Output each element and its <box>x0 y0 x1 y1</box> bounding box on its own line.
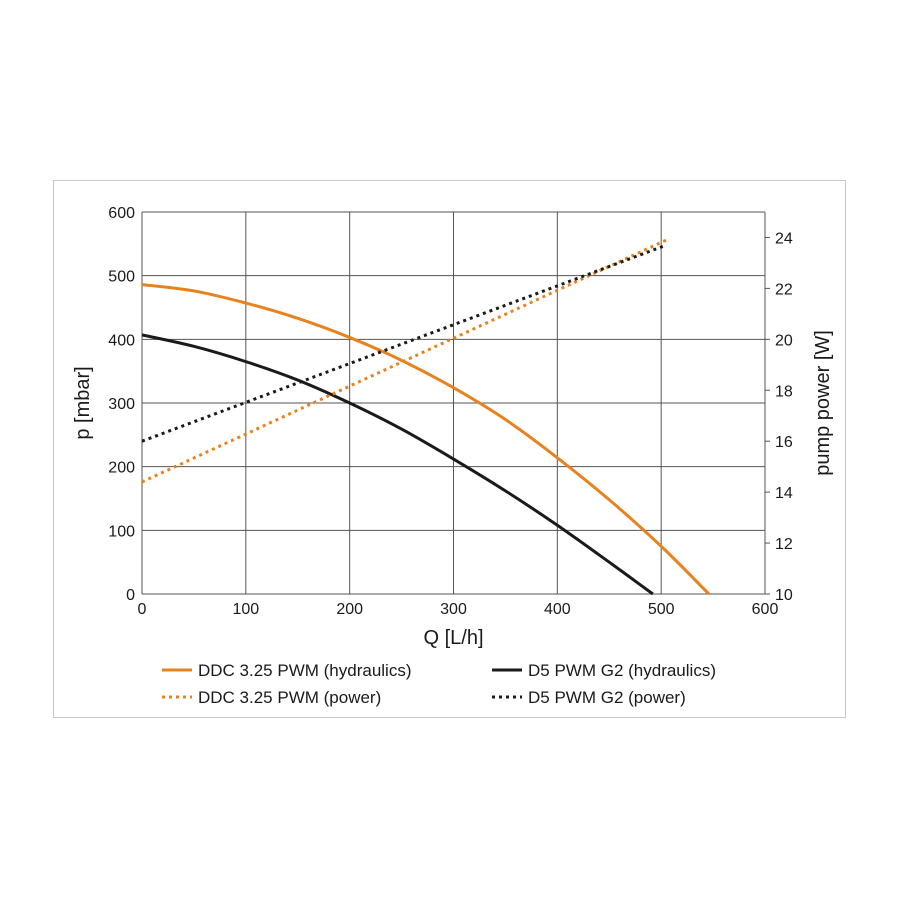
y-left-tick-label: 300 <box>108 396 135 413</box>
y-left-tick-label: 200 <box>108 460 135 477</box>
series-line-d5-pwm-g2-hydraulics <box>141 333 654 596</box>
legend: DDC 3.25 PWM (hydraulics) D5 PWM G2 (hyd… <box>162 661 716 707</box>
y-left-tick-label: 600 <box>108 205 135 222</box>
x-tick-label: 0 <box>138 601 147 618</box>
y-left-tick-label: 100 <box>108 523 135 540</box>
series-layer <box>141 238 710 596</box>
x-tick-label: 300 <box>440 601 467 618</box>
y-right-tick-label: 20 <box>775 332 793 349</box>
tick-labels: 0 100 200 300 400 500 600010020030040050060010… <box>108 205 793 618</box>
legend-label: D5 PWM G2 (hydraulics) <box>528 661 716 680</box>
grid <box>141 211 770 595</box>
y-right-tick-label: 22 <box>775 281 793 298</box>
y-right-tick-label: 14 <box>775 485 793 502</box>
x-tick-label: 500 <box>648 601 675 618</box>
series-line-d5-pwm-g2-power <box>141 243 667 443</box>
y-left-tick-label: 400 <box>108 332 135 349</box>
x-tick-label: 400 <box>544 601 571 618</box>
chart-frame <box>53 180 846 718</box>
y-right-tick-label: 16 <box>775 434 793 451</box>
legend-item: D5 PWM G2 (power) <box>492 688 686 707</box>
y-right-tick-label: 18 <box>775 383 793 400</box>
x-tick-label: 200 <box>336 601 363 618</box>
y-left-tick-label: 500 <box>108 269 135 286</box>
y-right-tick-label: 10 <box>775 587 793 604</box>
x-tick-label: 100 <box>232 601 259 618</box>
legend-label: D5 PWM G2 (power) <box>528 688 686 707</box>
y-left-axis-title: p [mbar] <box>72 366 94 439</box>
x-tick-label: 600 <box>752 601 779 618</box>
legend-label: DDC 3.25 PWM (power) <box>198 688 381 707</box>
y-right-tick-label: 24 <box>775 230 793 247</box>
y-left-tick-label: 0 <box>126 587 135 604</box>
y-right-tick-label: 12 <box>775 536 793 553</box>
legend-item: DDC 3.25 PWM (power) <box>162 688 381 707</box>
x-axis-title: Q [L/h] <box>423 627 483 649</box>
series-line-ddc-3-25-pwm-power <box>141 238 667 484</box>
legend-label: DDC 3.25 PWM (hydraulics) <box>198 661 412 680</box>
legend-item: D5 PWM G2 (hydraulics) <box>492 661 716 680</box>
y-right-axis-title: pump power [W] <box>812 330 834 476</box>
legend-item: DDC 3.25 PWM (hydraulics) <box>162 661 412 680</box>
series-line-ddc-3-25-pwm-hydraulics <box>141 283 710 596</box>
